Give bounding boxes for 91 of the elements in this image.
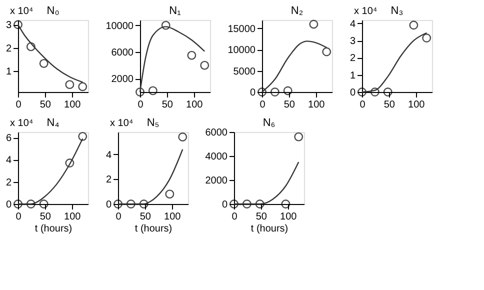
point xyxy=(26,42,36,52)
line-series xyxy=(139,26,206,93)
x-tick-label: 100 xyxy=(64,212,82,222)
y-tick-label: 0 xyxy=(6,200,12,210)
text: x 10⁴ xyxy=(10,6,34,17)
chart-title: N₀ xyxy=(46,5,60,17)
line-series xyxy=(261,40,328,93)
x-tick-label: 100 xyxy=(64,100,82,110)
x-tick-label: 100 xyxy=(280,212,298,222)
line-series xyxy=(233,161,300,205)
x-tick-label: 50 xyxy=(284,100,296,110)
chart-title: N₁ xyxy=(169,5,182,17)
y-tick-label: 3 xyxy=(6,20,12,32)
point xyxy=(148,86,158,96)
y-tick-label: 2 xyxy=(6,43,12,54)
x-tick-label: 0 xyxy=(16,212,22,222)
y-tick-label: 4 xyxy=(106,150,112,161)
y-tick-label: 0 xyxy=(250,88,256,98)
point xyxy=(309,20,318,29)
point xyxy=(65,80,74,90)
y-tick-label: 5000 xyxy=(233,66,256,78)
point xyxy=(200,60,210,70)
point xyxy=(187,50,196,60)
point xyxy=(165,190,174,199)
y-tick-label: 2000 xyxy=(111,74,134,86)
point xyxy=(409,20,418,30)
line-series xyxy=(17,24,84,83)
point xyxy=(26,200,36,208)
y-tick-label: 0 xyxy=(106,200,112,210)
chart-title: N₃ xyxy=(390,5,404,17)
chart-title: N₆ xyxy=(262,117,276,129)
line-series xyxy=(361,32,428,93)
y-tick-label: 6 xyxy=(6,133,12,144)
y-tick-label: 2 xyxy=(350,53,356,64)
x-tick-label: 100 xyxy=(186,100,204,110)
point xyxy=(270,88,280,96)
y-tick-label: 4 xyxy=(350,18,356,30)
point xyxy=(178,132,188,142)
point xyxy=(139,200,148,208)
line-series xyxy=(17,138,84,205)
y-tick-label: 3 xyxy=(350,36,356,48)
y-tick-label: 1 xyxy=(6,66,12,78)
y-tick-label: 10000 xyxy=(106,20,134,32)
point xyxy=(370,88,380,96)
y-tick-label: 2000 xyxy=(205,176,228,186)
y-tick-label: 4 xyxy=(6,155,12,166)
line-series xyxy=(117,148,184,205)
point xyxy=(78,132,88,141)
x-tick-label: 100 xyxy=(164,212,182,222)
chart-title: N₅ xyxy=(146,117,160,129)
x-tick-label: 50 xyxy=(384,100,396,110)
y-tick-label: 4000 xyxy=(205,152,228,162)
text: x 10⁴ xyxy=(354,6,378,17)
x-tick-label: 0 xyxy=(260,100,266,110)
x-tick-label: 50 xyxy=(140,212,152,222)
point xyxy=(78,82,88,92)
y-tick-label: 6000 xyxy=(111,48,134,58)
x-tick-label: 0 xyxy=(360,100,366,110)
y-tick-label: 2 xyxy=(6,177,12,188)
chart-title: N₄ xyxy=(46,117,60,129)
point xyxy=(39,58,48,68)
y-tick-label: 15000 xyxy=(228,24,256,35)
point xyxy=(283,86,292,96)
point xyxy=(39,200,48,208)
point xyxy=(422,34,432,42)
x-axis-title: t (hours) xyxy=(134,224,172,234)
y-tick-label: 6000 xyxy=(205,128,228,138)
y-tick-label: 2 xyxy=(106,174,112,186)
x-axis-title: t (hours) xyxy=(34,224,72,234)
y-tick-label: 1 xyxy=(350,70,356,82)
x-tick-label: 50 xyxy=(40,212,52,222)
y-tick-label: 10000 xyxy=(228,45,256,56)
point xyxy=(161,20,170,30)
x-tick-label: 100 xyxy=(408,100,426,110)
y-tick-label: 0 xyxy=(350,88,356,98)
x-tick-label: 100 xyxy=(308,100,326,110)
x-tick-label: 50 xyxy=(40,100,52,110)
text: x 10⁴ xyxy=(110,118,134,129)
x-tick-label: 0 xyxy=(16,100,22,110)
point xyxy=(383,88,392,96)
chart-title: N₂ xyxy=(290,5,304,17)
x-tick-label: 0 xyxy=(138,100,144,110)
x-axis-title: t (hours) xyxy=(250,224,288,234)
point xyxy=(126,200,136,208)
text: x 10⁴ xyxy=(10,118,34,129)
point xyxy=(322,47,332,56)
x-tick-label: 50 xyxy=(162,100,174,110)
y-tick-label: 0 xyxy=(222,200,228,210)
point xyxy=(65,158,74,168)
point xyxy=(14,20,22,30)
x-tick-label: 50 xyxy=(256,212,268,222)
